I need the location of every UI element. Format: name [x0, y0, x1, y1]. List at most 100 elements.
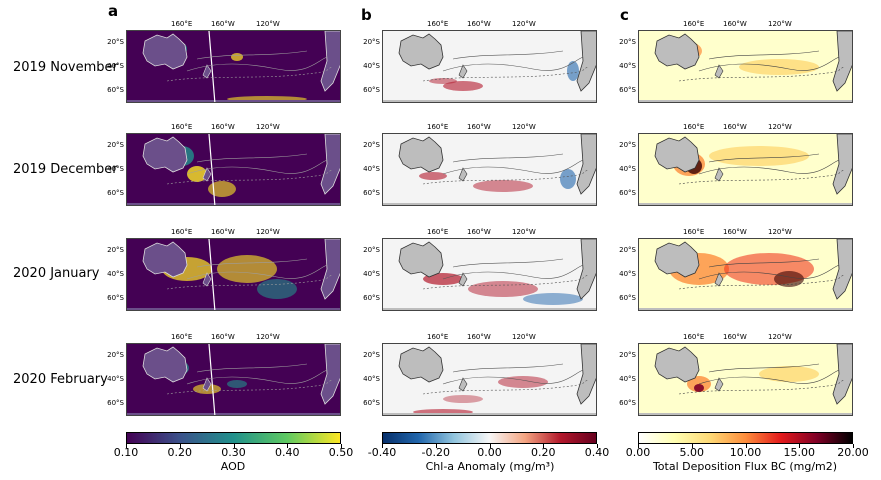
contour-line	[452, 363, 564, 373]
lat-label-2: 40°S	[363, 375, 380, 383]
contour-line	[166, 66, 333, 82]
aod-map-2019-november	[126, 30, 341, 103]
bc-deposition-plume	[759, 366, 819, 382]
lat-label-3: 60°S	[363, 86, 380, 94]
lon-label-3: 120°W	[256, 333, 280, 341]
row-label-2019-november: 2019 November	[13, 60, 118, 75]
lon-label-2: 160°W	[467, 333, 491, 341]
lon-label-1: 160°E	[171, 333, 193, 341]
south-america-landmass	[320, 239, 340, 300]
contour-line	[452, 153, 564, 163]
lon-label-3: 120°W	[512, 333, 536, 341]
row-label-2020-february: 2020 February	[13, 372, 108, 387]
lat-label-1: 20°S	[619, 141, 636, 149]
colorbar-tick-mark	[597, 444, 598, 448]
lon-label-2: 160°W	[211, 333, 235, 341]
colorbar-tick-label: -0.20	[421, 446, 450, 459]
contour-line	[442, 264, 584, 280]
south-america-landmass	[320, 31, 340, 92]
contour-line	[422, 66, 589, 82]
row-label-2020-january: 2020 January	[13, 266, 100, 281]
colorbar-tick-label: 0.40	[275, 446, 300, 459]
chl-anomaly-patch	[567, 61, 579, 81]
australia-landmass	[398, 136, 444, 173]
panel-letter-c: c	[620, 6, 629, 24]
lat-label-3: 60°S	[619, 294, 636, 302]
lon-label-1: 160°E	[683, 123, 705, 131]
lat-label-1: 20°S	[107, 351, 124, 359]
colorbar-tick-mark	[799, 444, 801, 448]
contour-line	[186, 369, 328, 385]
contour-line	[678, 66, 845, 82]
south-america-landmass	[576, 239, 596, 300]
lat-label-1: 20°S	[363, 351, 380, 359]
antarctica-landmass	[127, 413, 340, 415]
chl-anomaly-patch	[443, 395, 483, 403]
panel-letter-b: b	[361, 6, 372, 24]
lon-label-3: 120°W	[256, 228, 280, 236]
row-label-2019-december: 2019 December	[13, 162, 118, 177]
australia-landmass	[654, 241, 700, 278]
lat-label-3: 60°S	[107, 86, 124, 94]
contour-line	[196, 363, 308, 373]
bc-map-2019-november	[638, 30, 853, 103]
lon-label-2: 160°W	[211, 123, 235, 131]
lat-label-2: 40°S	[619, 165, 636, 173]
aod-map-2020-january	[126, 238, 341, 311]
colorbar-tick-label: -0.40	[367, 446, 397, 459]
contour-line	[186, 56, 328, 72]
chl-anomaly-patch	[523, 293, 583, 305]
australia-landmass	[142, 33, 188, 70]
lat-label-3: 60°S	[363, 294, 380, 302]
colorbar-tick-mark	[287, 444, 289, 448]
south-america-landmass	[576, 134, 596, 195]
aod-map-2019-december	[126, 133, 341, 206]
chl-anomaly-patch	[498, 376, 548, 388]
lat-label-3: 60°S	[363, 189, 380, 197]
contour-line	[166, 169, 333, 185]
south-america-landmass	[576, 31, 596, 92]
contour-line	[452, 50, 564, 60]
contour-line	[708, 153, 820, 163]
lat-label-1: 20°S	[363, 246, 380, 254]
contour-line	[422, 169, 589, 185]
contour-line	[698, 369, 840, 385]
lat-label-2: 40°S	[363, 62, 380, 70]
swath-line	[208, 344, 216, 415]
colorbar-tick-mark	[435, 444, 437, 448]
lon-label-1: 160°E	[683, 228, 705, 236]
lat-label-1: 20°S	[619, 38, 636, 46]
contour-line	[196, 153, 308, 163]
aod-plume	[231, 53, 243, 61]
contour-line	[678, 169, 845, 185]
aod-plume	[217, 255, 277, 283]
contour-line	[698, 264, 840, 280]
contour-line	[166, 379, 333, 395]
colorbar-tick-label: 0.00	[625, 446, 651, 459]
antarctica-landmass	[383, 413, 596, 415]
lat-label-2: 40°S	[107, 270, 124, 278]
lat-label-2: 40°S	[107, 375, 124, 383]
lon-label-1: 160°E	[427, 333, 449, 341]
colorbar-tick-label: 0.40	[584, 446, 610, 459]
bc-map-2020-january	[638, 238, 853, 311]
lon-label-3: 120°W	[256, 20, 280, 28]
south-america-landmass	[832, 134, 852, 195]
antarctica-landmass	[127, 203, 340, 205]
lon-label-2: 160°W	[211, 228, 235, 236]
colorbar-tick-label: 0.30	[221, 446, 246, 459]
lat-label-3: 60°S	[107, 294, 124, 302]
antarctica-landmass	[383, 203, 596, 205]
lon-label-2: 160°W	[723, 20, 747, 28]
lat-label-3: 60°S	[107, 399, 124, 407]
lat-label-3: 60°S	[619, 86, 636, 94]
swath-line	[208, 134, 216, 205]
lat-label-2: 40°S	[107, 165, 124, 173]
panel-letter-a: a	[108, 2, 119, 20]
chl-anomaly-patch	[443, 81, 483, 91]
colorbar-tick-label: 15.00	[783, 446, 816, 459]
contour-line	[442, 56, 584, 72]
south-america-landmass	[832, 31, 852, 92]
colorbar-tick-mark	[179, 444, 181, 448]
colorbar-tick-mark	[489, 444, 491, 448]
